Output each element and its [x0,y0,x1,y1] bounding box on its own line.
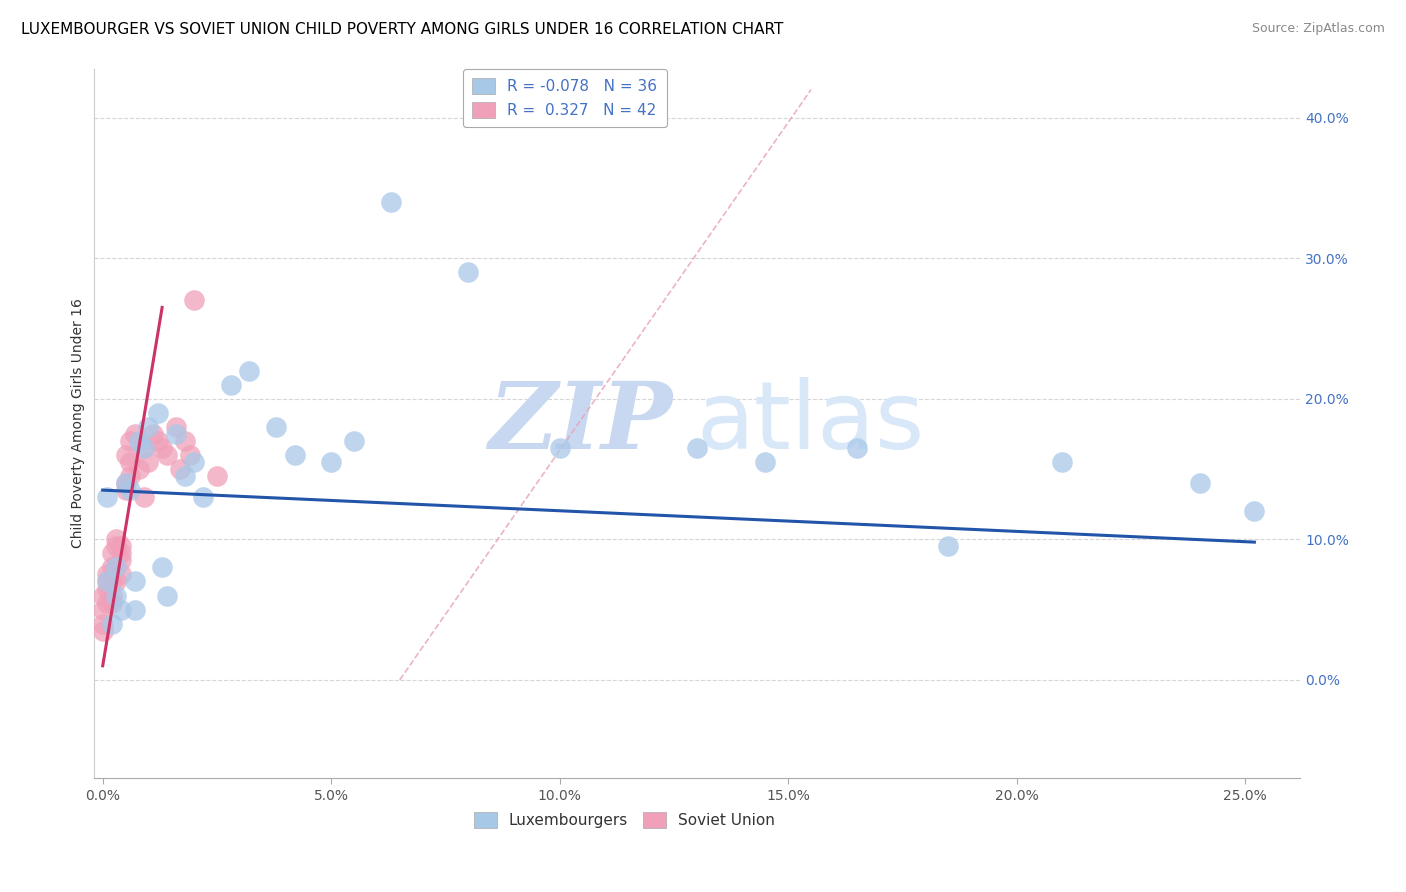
Point [124,574,146,589]
Point [101,560,124,574]
Point [114,448,136,462]
Point [219,377,242,392]
Point [96,490,118,504]
Point [548,441,571,455]
Text: LUXEMBOURGER VS SOVIET UNION CHILD POVERTY AMONG GIRLS UNDER 16 CORRELATION CHAR: LUXEMBOURGER VS SOVIET UNION CHILD POVER… [21,22,783,37]
Point [128,434,150,448]
Point [146,434,169,448]
Text: atlas: atlas [697,377,925,469]
Point [105,560,128,574]
Point [91,589,114,603]
Point [96,567,118,582]
Point [183,455,205,469]
Point [165,426,187,441]
Point [193,490,215,504]
Point [174,469,197,483]
Point [114,483,136,497]
Point [91,624,114,638]
Point [150,441,173,455]
Point [205,469,228,483]
Point [138,455,160,469]
Point [284,448,307,462]
Point [132,441,155,455]
Point [936,539,959,553]
Legend: Luxembourgers, Soviet Union: Luxembourgers, Soviet Union [467,806,782,834]
Point [1052,455,1074,469]
Point [142,426,165,441]
Point [124,602,146,616]
Point [101,616,124,631]
Point [128,462,150,476]
Point [754,455,776,469]
Point [165,420,187,434]
Point [96,574,118,589]
Point [238,364,260,378]
Point [114,476,136,491]
Point [91,616,114,631]
Point [132,441,155,455]
Point [105,589,128,603]
Point [132,490,155,504]
Point [380,194,402,209]
Point [96,582,118,596]
Point [91,602,114,616]
Point [1188,476,1211,491]
Point [686,441,709,455]
Point [105,560,128,574]
Point [124,426,146,441]
Point [120,434,142,448]
Point [183,293,205,308]
Point [120,469,142,483]
Text: ZIP: ZIP [488,378,672,468]
Point [105,539,128,553]
Point [110,546,132,560]
Point [146,406,169,420]
Point [105,533,128,547]
Point [174,434,197,448]
Point [343,434,366,448]
Point [1243,504,1265,518]
Point [101,546,124,560]
Point [138,420,160,434]
Point [114,476,136,491]
Y-axis label: Child Poverty Among Girls Under 16: Child Poverty Among Girls Under 16 [72,299,86,549]
Point [110,553,132,567]
Point [156,448,179,462]
Point [101,589,124,603]
Point [169,462,191,476]
Point [96,574,118,589]
Point [101,574,124,589]
Point [150,560,173,574]
Point [845,441,868,455]
Point [321,455,343,469]
Point [110,567,132,582]
Point [120,455,142,469]
Point [101,596,124,610]
Point [156,589,179,603]
Point [110,539,132,553]
Point [105,574,128,589]
Point [110,602,132,616]
Point [266,420,288,434]
Point [120,483,142,497]
Text: Source: ZipAtlas.com: Source: ZipAtlas.com [1251,22,1385,36]
Point [179,448,201,462]
Point [457,265,479,279]
Point [96,596,118,610]
